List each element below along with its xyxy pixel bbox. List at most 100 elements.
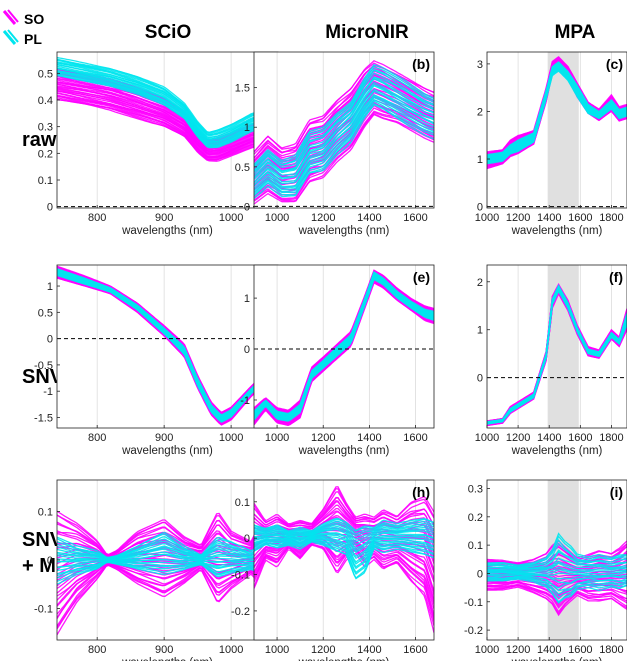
- panel-i-frame: [486, 479, 627, 641]
- panel-b-spectrum-pl: [254, 100, 434, 195]
- panel-b-spectrum-pl: [254, 83, 434, 181]
- panel-c-ytick-label: 3: [477, 59, 483, 71]
- panel-c: 1000 1200 1400 1600 1800 0 1 2 3 wavelengths (nm)…: [475, 51, 627, 237]
- panel-h-ytick-label: 0: [244, 533, 250, 545]
- panel-g-spectrum-so: [57, 495, 278, 557]
- panel-h-xtick-label: 1000: [265, 644, 289, 656]
- panel-g-spectrum-pl: [57, 561, 278, 577]
- panel-b-xlabel: wavelengths (nm): [298, 225, 390, 237]
- legend-item-pl: PL: [2, 29, 42, 47]
- panel-b-xtick-label: 1000: [265, 212, 289, 224]
- panel-a-xtick-label: 800: [88, 212, 106, 224]
- panel-b-frame: [253, 51, 435, 209]
- panel-b-spectrum-pl: [254, 66, 434, 167]
- panel-i-spectrum-pl: [487, 532, 627, 566]
- panel-g-xlabel: wavelengths (nm): [121, 657, 213, 661]
- panel-f-ytick-label: 0: [477, 373, 483, 385]
- legend-label-so: SO: [24, 11, 44, 27]
- panel-f-spectrum-so: [487, 282, 627, 422]
- panel-d-xtick-label: 800: [88, 432, 106, 444]
- panel-h-spectrum-pl: [254, 536, 434, 563]
- panel-i-xtick-label: 1400: [537, 644, 561, 656]
- panel-h-spectrum-pl: [254, 539, 434, 574]
- panel-g-xtick-label: 900: [155, 644, 173, 656]
- panel-i-xtick-label: 1200: [506, 644, 530, 656]
- panel-g-spectrum-pl: [57, 561, 278, 583]
- panel-e: 1000 1200 1400 1600 -1 0 1 wavelengths (nm) (e): [240, 264, 435, 457]
- row-label-snv-mc-line1: SNV: [22, 529, 64, 551]
- panel-a-spectrum-pl: [57, 74, 278, 149]
- panel-b-spectrum-pl: [254, 95, 434, 189]
- panel-i-xtick-label: 1000: [475, 644, 499, 656]
- panel-f-shaded-band: [547, 265, 579, 428]
- panel-h-spectrum-pl: [254, 525, 434, 543]
- panel-b-xtick-label: 1400: [357, 212, 381, 224]
- panel-f-ytick-label: 1: [477, 325, 483, 337]
- panel-b-ytick-label: 1: [244, 122, 250, 134]
- panel-e-ytick-label: 0: [244, 344, 250, 356]
- panel-h-xtick-label: 1400: [357, 644, 381, 656]
- panel-h-spectrum-pl: [254, 520, 434, 535]
- panel-c-ytick-label: 2: [477, 106, 483, 118]
- legend-label-pl: PL: [24, 31, 42, 47]
- panel-i-xlabel: wavelengths (nm): [511, 657, 603, 661]
- panel-d-ytick-label: -0.5: [34, 360, 53, 372]
- panel-i-ytick-label: 0: [477, 568, 483, 580]
- panel-f-xtick-label: 1000: [475, 432, 499, 444]
- panel-h-spectrum-pl: [254, 522, 434, 537]
- panel-f: 1000 1200 1400 1600 1800 0 1 2 wavelengths (nm) (…: [475, 264, 627, 457]
- legend-swatch-pl: [2, 30, 17, 45]
- panel-g-spectrum-pl: [57, 543, 278, 560]
- panel-a-spectrum-pl: [57, 73, 278, 148]
- panel-c-letter: (c): [606, 56, 623, 72]
- panel-g-spectrum-pl: [57, 531, 278, 559]
- panel-e-frame: [253, 264, 435, 429]
- panel-c-xtick-label: 1800: [599, 212, 623, 224]
- panel-b-spectrum-pl: [254, 69, 434, 171]
- panel-c-xtick-label: 1000: [475, 212, 499, 224]
- panel-c-xtick-label: 1600: [568, 212, 592, 224]
- panel-e-xtick-label: 1600: [403, 432, 427, 444]
- panel-h-spectrum-pl: [254, 539, 434, 575]
- column-title-mpa: MPA: [555, 22, 596, 43]
- panel-i-spectrum-pl: [487, 576, 627, 599]
- panel-d-xtick-label: 1000: [219, 432, 243, 444]
- panel-h-spectrum-pl: [254, 533, 434, 554]
- panel-a-ytick-label: 0.3: [38, 122, 53, 134]
- panel-e-xlabel: wavelengths (nm): [298, 445, 390, 457]
- panel-h-letter: (h): [412, 484, 430, 500]
- panel-b-spectrum-so: [254, 60, 434, 153]
- panel-b-ytick-label: 1.5: [235, 83, 250, 95]
- panel-h: 1000 1200 1400 1600 -0.2 -0.1 0 0.1 wavelengths …: [231, 479, 435, 661]
- panel-a-xtick-label: 1000: [219, 212, 243, 224]
- legend: SO PL: [2, 9, 44, 47]
- panel-b-xtick-label: 1600: [403, 212, 427, 224]
- panel-d: 800 900 1000 -1.5 -1 -0.5 0 0.5 1 wavelengths (nm…: [34, 264, 279, 457]
- panel-i-spectrum-pl: [487, 573, 627, 580]
- panel-i: 1000 1200 1400 1600 1800 -0.2 -0.1 0 0.1 0.2 0.3 wa…: [464, 479, 627, 661]
- panel-i-spectrum-pl: [487, 566, 627, 573]
- panel-f-spectrum-pl: [487, 284, 627, 423]
- legend-swatch-so-b: [7, 9, 19, 23]
- panel-b-spectrum-pl: [254, 104, 434, 199]
- panel-b-letter: (b): [412, 56, 430, 72]
- panel-e-series-pl: [254, 271, 434, 422]
- panel-b-spectrum-pl: [254, 96, 434, 191]
- panel-g-spectrum-so: [57, 483, 278, 556]
- panel-b-spectrum-pl: [254, 90, 434, 186]
- panel-g-spectrum-pl: [57, 561, 278, 585]
- legend-swatch-so: [2, 10, 17, 25]
- panel-f-ytick-label: 2: [477, 277, 483, 289]
- panel-e-ytick-label: -1: [240, 395, 250, 407]
- panel-b-spectrum-pl: [254, 102, 434, 197]
- panel-c-xlabel: wavelengths (nm): [511, 225, 603, 237]
- panel-h-spectrum-pl: [254, 534, 434, 558]
- legend-item-so: SO: [2, 9, 44, 27]
- row-label-snv: SNV: [22, 366, 64, 388]
- panel-g-spectrum-pl: [57, 561, 278, 579]
- panel-d-series-pl: [57, 268, 278, 423]
- panel-d-ytick-label: 1: [47, 281, 53, 293]
- panel-a-ytick-label: 0.5: [38, 68, 53, 80]
